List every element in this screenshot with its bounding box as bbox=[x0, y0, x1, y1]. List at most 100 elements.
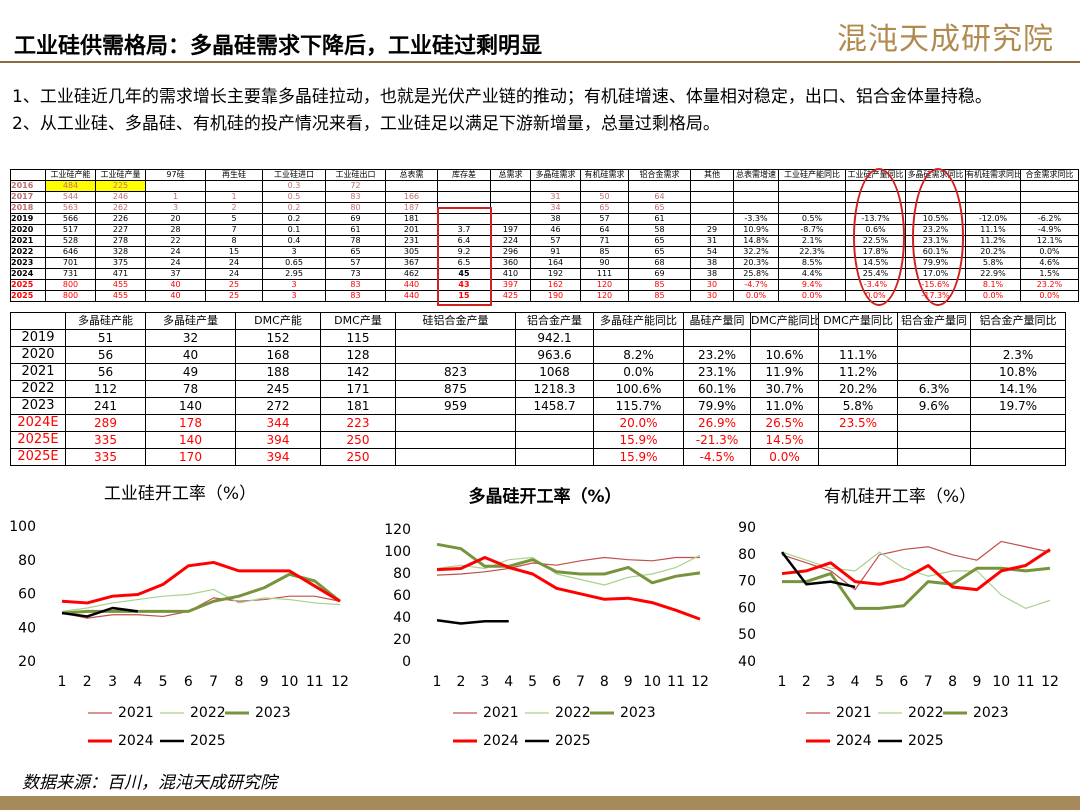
cell bbox=[490, 191, 531, 203]
cell: 8.1% bbox=[965, 279, 1021, 291]
cell: 1 bbox=[205, 191, 263, 203]
cell: 425 bbox=[490, 290, 531, 302]
cell bbox=[778, 180, 846, 192]
series-line bbox=[436, 556, 701, 621]
row-label: 2019 bbox=[10, 329, 66, 347]
cell bbox=[395, 414, 516, 432]
cell: 566 bbox=[45, 213, 96, 225]
cell bbox=[818, 448, 898, 466]
cell: 152 bbox=[235, 329, 321, 347]
cell: 57 bbox=[530, 235, 581, 247]
cell: -8.7% bbox=[778, 224, 846, 236]
cell bbox=[778, 191, 846, 203]
cell: 115.7% bbox=[593, 397, 684, 415]
cell: 3 bbox=[262, 246, 326, 258]
cell: 8 bbox=[205, 235, 263, 247]
legend-label: 2025 bbox=[190, 733, 226, 749]
cell: 5 bbox=[205, 213, 263, 225]
cell: 1068 bbox=[515, 363, 594, 381]
cell: 178 bbox=[145, 414, 236, 432]
highlight-ellipse bbox=[912, 168, 964, 306]
cell: 250 bbox=[320, 448, 396, 466]
cell: 85 bbox=[628, 279, 691, 291]
series-line bbox=[781, 551, 856, 589]
row: 2024E 289 178 344 223 20.0% 26.9% 26.5% 23.5% bbox=[10, 414, 1066, 432]
cell: 91 bbox=[530, 246, 581, 258]
cell: -4.9% bbox=[1020, 224, 1079, 236]
cell: 56 bbox=[65, 363, 146, 381]
cell bbox=[897, 363, 971, 381]
header-cell: 工业硅产能同比 bbox=[778, 169, 846, 181]
cell: 73 bbox=[325, 268, 386, 280]
y-tick-label: 60 bbox=[393, 588, 411, 604]
header-cell bbox=[10, 312, 66, 330]
cell: 57 bbox=[580, 213, 629, 225]
cell: 328 bbox=[95, 246, 146, 258]
cell: 0.0% bbox=[1020, 290, 1079, 302]
cell: 8.2% bbox=[593, 346, 684, 364]
cell: 241 bbox=[65, 397, 146, 415]
cell: 528 bbox=[45, 235, 96, 247]
cell: 65 bbox=[580, 202, 629, 214]
highlight-box bbox=[437, 207, 492, 306]
y-tick-label: 80 bbox=[738, 547, 756, 563]
legend-label: 2022 bbox=[555, 705, 591, 721]
cell: 0.1 bbox=[262, 224, 326, 236]
series-line bbox=[61, 606, 138, 618]
cell: 701 bbox=[45, 257, 96, 269]
cell: 71 bbox=[580, 235, 629, 247]
y-tick-label: 40 bbox=[18, 620, 36, 636]
cell: 5.8% bbox=[818, 397, 898, 415]
cell: 278 bbox=[95, 235, 146, 247]
cell: 23.2% bbox=[683, 346, 751, 364]
cell: 85 bbox=[580, 246, 629, 258]
header-cell: 有机硅需求 bbox=[580, 169, 629, 181]
y-tick-label: 120 bbox=[384, 522, 411, 538]
cell: 61 bbox=[628, 213, 691, 225]
cell: -4.5% bbox=[683, 448, 751, 466]
cell: 517 bbox=[45, 224, 96, 236]
cell: 440 bbox=[385, 279, 438, 291]
cell: 2.95 bbox=[262, 268, 326, 280]
row-label: 2025 bbox=[10, 279, 46, 291]
row-label: 2016 bbox=[10, 180, 46, 192]
cell bbox=[897, 414, 971, 432]
cell bbox=[145, 180, 206, 192]
cell: 246 bbox=[95, 191, 146, 203]
cell bbox=[515, 414, 594, 432]
cell: 14.8% bbox=[733, 235, 779, 247]
cell: 646 bbox=[45, 246, 96, 258]
cell: 38 bbox=[530, 213, 581, 225]
legend-label: 2022 bbox=[908, 705, 944, 721]
cell: 289 bbox=[65, 414, 146, 432]
x-tick-label: 5 bbox=[875, 674, 884, 690]
cell: 78 bbox=[145, 380, 236, 398]
cell bbox=[690, 191, 734, 203]
cell: 57 bbox=[325, 257, 386, 269]
cell: 24 bbox=[145, 257, 206, 269]
cell bbox=[965, 191, 1021, 203]
cell: 563 bbox=[45, 202, 96, 214]
legend-label: 2023 bbox=[620, 705, 656, 721]
cell: 0.4 bbox=[262, 235, 326, 247]
cell: 111 bbox=[580, 268, 629, 280]
cell bbox=[395, 448, 516, 466]
highlight-ellipse bbox=[853, 168, 905, 306]
x-tick-label: 4 bbox=[851, 674, 860, 690]
cell: 24 bbox=[205, 257, 263, 269]
x-tick-label: 12 bbox=[1041, 674, 1059, 690]
y-tick-label: 0 bbox=[402, 654, 411, 670]
cell: 115 bbox=[320, 329, 396, 347]
cell: 462 bbox=[385, 268, 438, 280]
cell bbox=[385, 180, 438, 192]
cell: 34 bbox=[530, 202, 581, 214]
x-tick-label: 7 bbox=[209, 674, 218, 690]
cell: 65 bbox=[325, 246, 386, 258]
header-cell: 铝合金需求 bbox=[628, 169, 691, 181]
cell: 26.9% bbox=[683, 414, 751, 432]
header-cell: DMC产量同比 bbox=[818, 312, 898, 330]
chart-title: 有机硅开工率（%） bbox=[824, 487, 976, 507]
cell: 296 bbox=[490, 246, 531, 258]
y-tick-label: 60 bbox=[18, 587, 36, 603]
row-label: 2022 bbox=[10, 380, 66, 398]
